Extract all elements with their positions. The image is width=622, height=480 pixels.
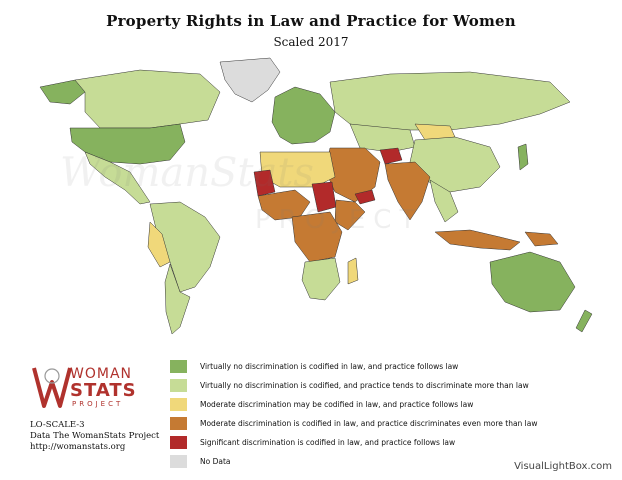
region-yemen: [354, 189, 376, 205]
scale-code: LO-SCALE-3: [30, 420, 85, 430]
region-greenland: [219, 57, 281, 103]
region-sudan: [311, 181, 337, 213]
logo-woman: WOMAN: [70, 366, 132, 382]
source-url[interactable]: http://womanstats.org: [30, 442, 126, 452]
legend-swatch: [170, 398, 187, 411]
region-afghanistan: [379, 147, 403, 165]
legend-label: Moderate discrimination may be codified …: [200, 400, 474, 409]
region-southeast-asia: [429, 179, 459, 223]
region-europe: [271, 86, 336, 145]
region-papua: [524, 231, 559, 247]
logo-stats: STATS: [70, 380, 137, 401]
logo-project: PROJECT: [72, 400, 124, 408]
region-central-asia: [349, 123, 416, 153]
map-title: Property Rights in Law and Practice for …: [106, 12, 516, 30]
region-west-sahel: [253, 169, 276, 197]
world-map: [39, 57, 593, 335]
region-madagascar: [347, 257, 359, 285]
region-usa: [69, 123, 186, 165]
region-central-africa: [291, 211, 343, 263]
legend-label: Significant discrimination is codified i…: [200, 438, 456, 447]
region-south-america-south: [164, 263, 191, 335]
legend-label: Virtually no discrimination is codified,…: [200, 381, 529, 390]
region-horn-of-africa: [334, 199, 366, 231]
legend-swatch: [170, 436, 187, 449]
region-indonesia: [434, 229, 521, 251]
legend-label: Moderate discrimination is codified in l…: [200, 419, 538, 428]
region-mexico-central-america: [84, 151, 151, 205]
region-japan: [517, 143, 529, 171]
region-russia: [329, 71, 571, 131]
data-source: Data The WomanStats Project: [30, 431, 160, 441]
credit-link[interactable]: VisualLightBox.com: [514, 461, 612, 472]
legend-label: No Data: [200, 457, 231, 466]
womanstats-logo-mark: [32, 367, 72, 408]
region-new-zealand: [575, 309, 593, 333]
region-alaska: [39, 79, 86, 105]
region-australia: [489, 251, 576, 313]
legend-swatch: [170, 360, 187, 373]
region-south-asia: [384, 161, 431, 221]
region-southern-africa: [301, 257, 341, 301]
region-canada: [74, 69, 221, 129]
legend-label: Virtually no discrimination is codified …: [200, 362, 459, 371]
legend-swatch: [170, 455, 187, 468]
map-subtitle: Scaled 2017: [273, 35, 349, 49]
region-andes: [147, 221, 171, 268]
legend-swatch: [170, 417, 187, 430]
legend-swatch: [170, 379, 187, 392]
